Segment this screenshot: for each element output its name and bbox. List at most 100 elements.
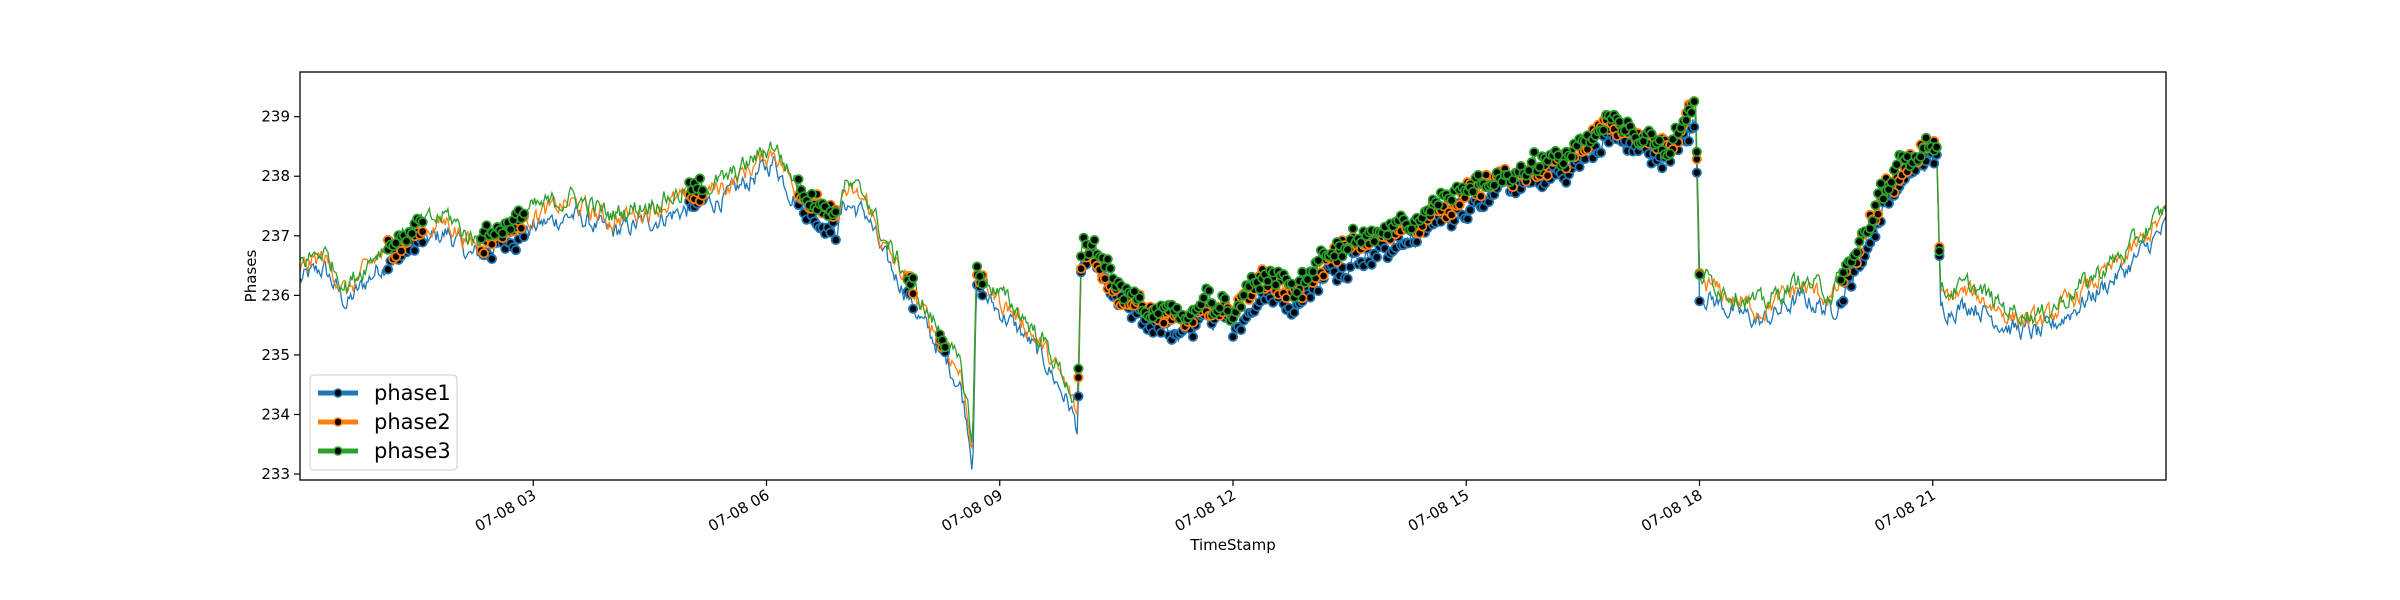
y-tick-label: 237 (261, 227, 290, 245)
phase3-marker (1566, 151, 1577, 162)
phase3-marker (1102, 254, 1113, 265)
phase3-marker (406, 228, 418, 239)
phase3-marker (1446, 195, 1457, 206)
phase3-marker (1598, 125, 1609, 136)
x-axis-label: TimeStamp (1189, 536, 1275, 554)
phase1-marker (1411, 236, 1423, 247)
phase3-marker (505, 224, 516, 235)
phase2-marker (1542, 170, 1553, 181)
phase2-marker (1454, 199, 1465, 210)
phase3-marker (1467, 186, 1479, 197)
phase3-marker (1171, 302, 1183, 314)
phase3-marker (1369, 236, 1380, 247)
phase3-marker (1854, 236, 1865, 247)
phase1-marker (825, 227, 836, 238)
phase1-marker (977, 290, 988, 301)
series-markers (382, 96, 1945, 402)
phase3-marker (1931, 142, 1942, 153)
phase2-marker (1446, 209, 1457, 221)
phase1-marker (1929, 158, 1940, 169)
phase3-marker (1934, 246, 1945, 257)
x-tick-label: 07-08 15 (1405, 486, 1472, 535)
phase1-marker (1865, 238, 1876, 249)
phase1-line (299, 115, 2167, 470)
legend: phase1 phase2 phase3 (309, 374, 458, 471)
phase2-marker (1873, 209, 1884, 220)
phase1-legend-label: phase1 (374, 381, 451, 405)
phase3-marker (1689, 96, 1700, 107)
x-tick-label: 07-08 03 (472, 486, 539, 535)
phase3-marker (1686, 107, 1697, 118)
phase3-marker (401, 236, 412, 247)
phase3-marker (1694, 269, 1705, 280)
phase3-marker (1489, 180, 1500, 191)
phase3-marker (1105, 263, 1116, 274)
phase3-marker (1262, 276, 1273, 287)
phase1-marker (1689, 121, 1700, 133)
phase3-marker (1347, 223, 1359, 234)
phase1-marker (1305, 292, 1316, 303)
plot-area-frame (299, 71, 2167, 481)
phase3-marker (806, 188, 817, 200)
phase1-marker (382, 264, 394, 275)
x-tick-label: 07-08 09 (938, 486, 1005, 535)
phase1-marker (1838, 295, 1849, 307)
phase1-marker (830, 234, 841, 245)
phase3-marker (1089, 235, 1100, 246)
phase1-marker (1846, 281, 1857, 292)
phase3-marker (1878, 193, 1889, 205)
phase1-marker (1465, 204, 1476, 215)
phase1-marker (1235, 324, 1247, 335)
phase3-marker (1875, 178, 1886, 189)
phase3-marker (1891, 159, 1902, 170)
phase3-marker (1382, 229, 1393, 241)
phase2-marker (1076, 263, 1087, 274)
phase3-marker (1870, 200, 1881, 211)
x-tick-label: 07-08 21 (1871, 486, 1938, 535)
phase3-marker (1534, 162, 1545, 173)
y-tick-label: 236 (261, 286, 290, 304)
phase3-marker (417, 217, 428, 228)
phase3-line (299, 97, 2167, 443)
phase3-marker (1691, 146, 1702, 157)
phase3-marker (1307, 266, 1319, 277)
phase1-marker (510, 245, 522, 256)
phase3-marker (830, 206, 841, 217)
phase3-marker (1134, 292, 1145, 303)
x-tick-label: 07-08 06 (705, 486, 772, 535)
phase1-marker (1366, 259, 1377, 270)
phase3-marker (1076, 251, 1087, 262)
phase3-marker (1219, 293, 1231, 304)
phase1-marker (409, 245, 420, 256)
phase1-marker (907, 303, 919, 314)
phase1-marker (1694, 296, 1705, 307)
phase3-marker (1222, 305, 1233, 316)
phase3-marker (793, 174, 804, 185)
phase2-marker (907, 288, 919, 299)
phase3-marker (1270, 279, 1281, 290)
x-axis: 07-08 03 07-08 06 07-08 09 07-08 12 07-08 15… (472, 480, 1939, 535)
phase3-marker (1553, 150, 1564, 161)
phase3-marker (939, 342, 951, 353)
x-tick-label: 07-08 18 (1638, 486, 1705, 535)
phase1-marker (518, 231, 530, 242)
phase2-marker (1475, 191, 1487, 202)
phase2-legend-marker (333, 417, 343, 427)
phase1-marker (1595, 147, 1607, 158)
phase2-marker (478, 248, 489, 259)
phase1-marker (1342, 273, 1353, 284)
legend-box (309, 374, 458, 471)
phase3-marker (1425, 206, 1436, 217)
phase1-marker (1561, 177, 1572, 188)
phase3-marker (1921, 132, 1932, 143)
phase3-marker (971, 261, 983, 272)
y-tick-label: 233 (261, 465, 290, 483)
phase1-marker (1227, 331, 1239, 342)
phase3-marker (1681, 115, 1692, 126)
phase1-marker (1870, 231, 1881, 242)
phase3-marker (1529, 147, 1540, 158)
y-axis: 233 234 235 236 237 238 239 (261, 108, 300, 483)
phase3-marker (1665, 148, 1676, 159)
phase3-marker (1206, 298, 1217, 309)
